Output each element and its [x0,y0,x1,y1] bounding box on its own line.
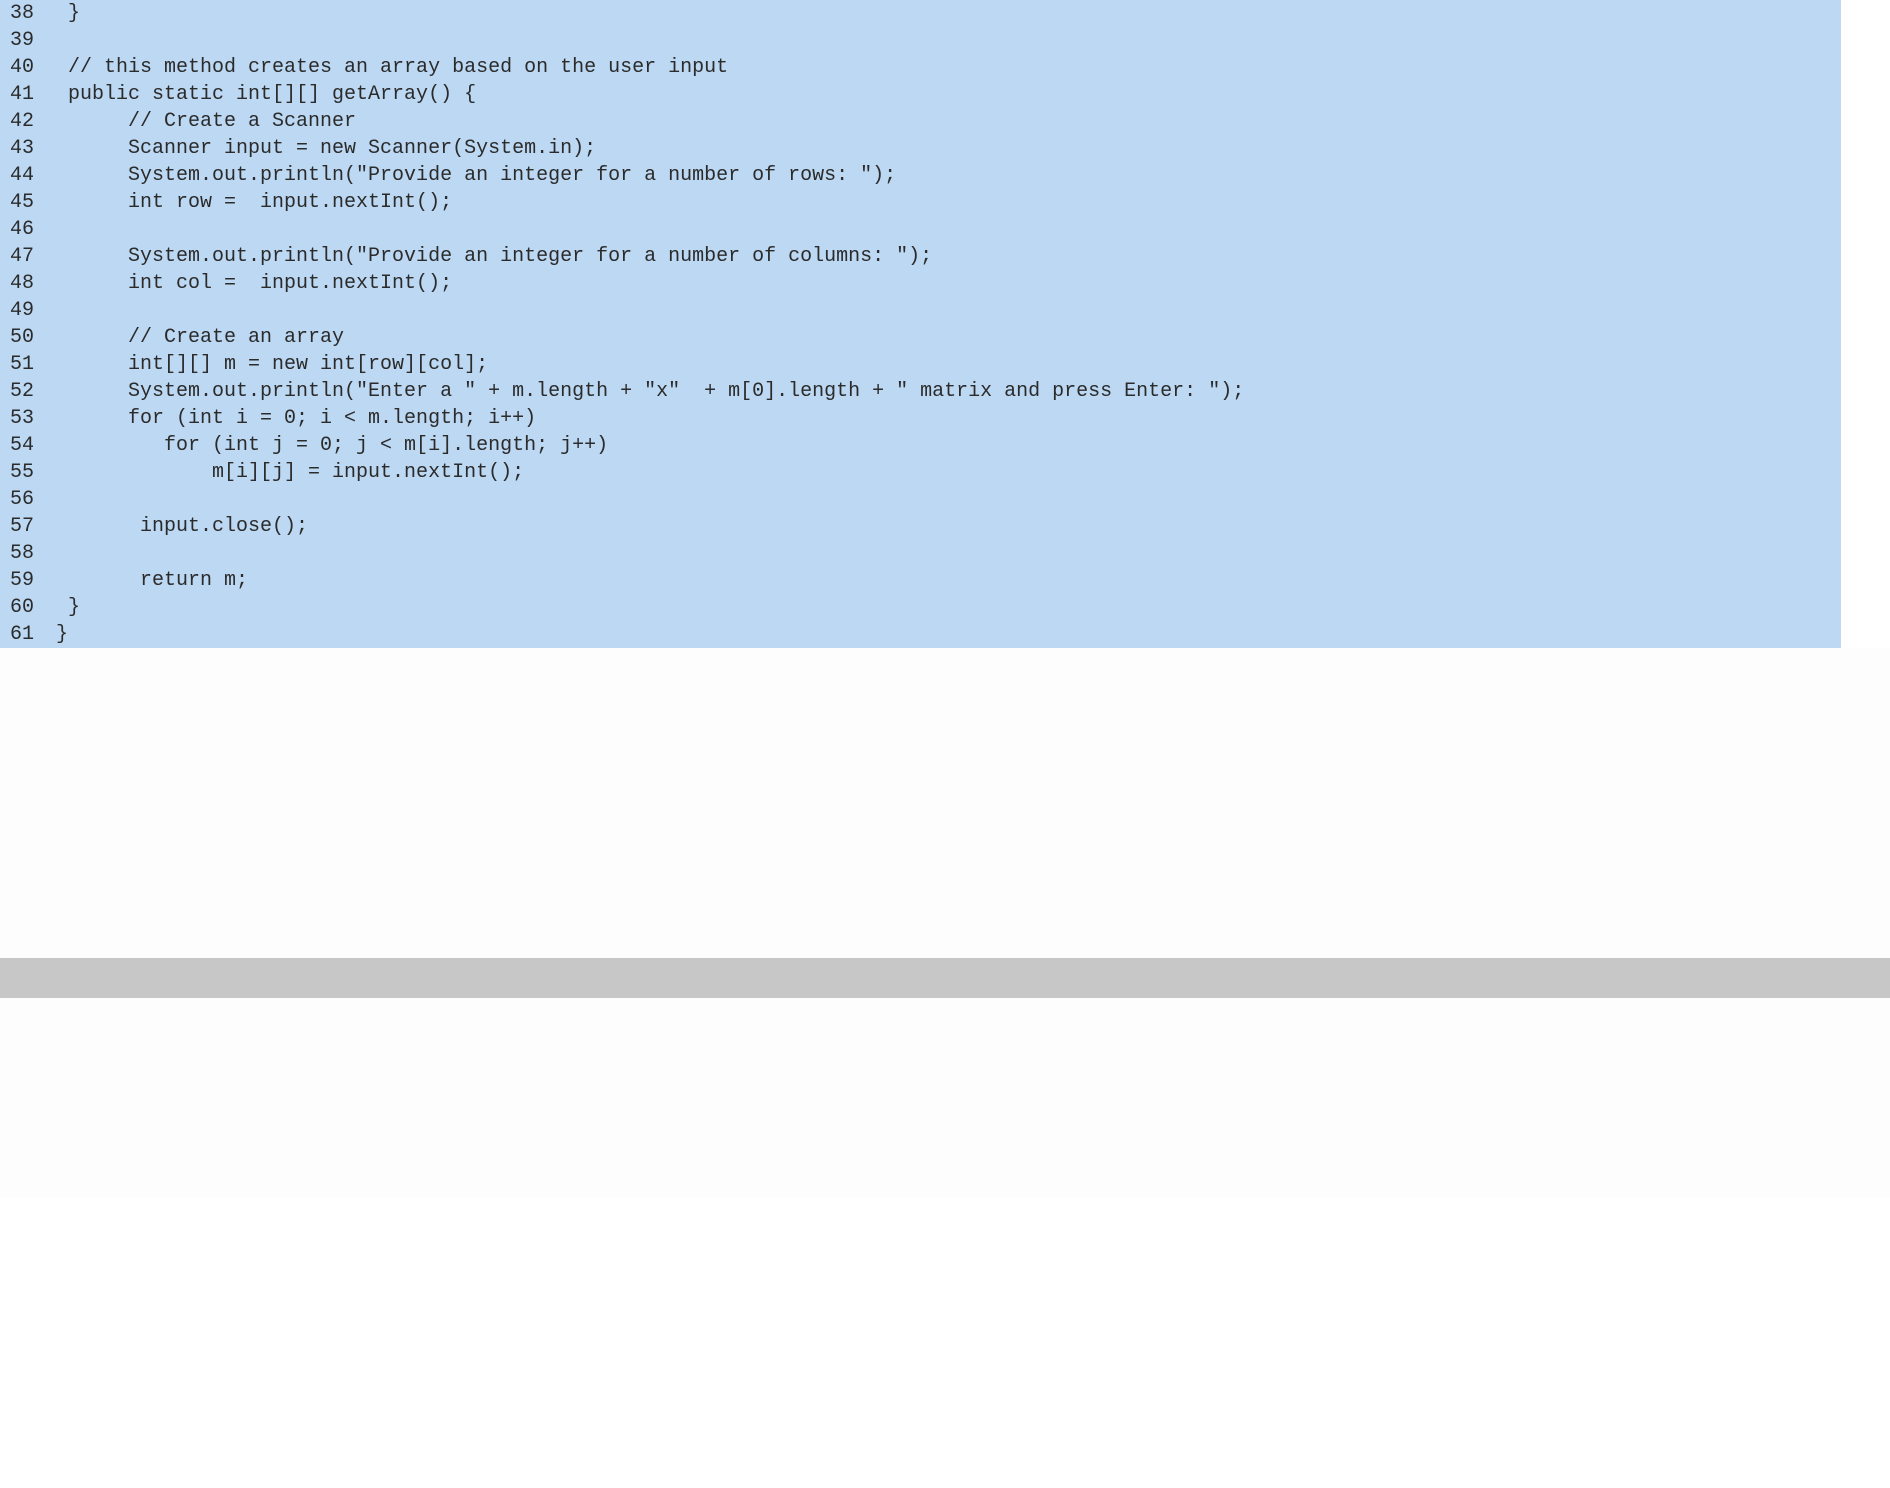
line-number: 40 [0,54,40,81]
code-line[interactable]: 60 } [0,594,1841,621]
code-text[interactable]: System.out.println("Provide an integer f… [40,162,1841,189]
code-line[interactable]: 55 m[i][j] = input.nextInt(); [0,459,1841,486]
code-line[interactable]: 56 [0,486,1841,513]
code-text[interactable]: System.out.println("Enter a " + m.length… [40,378,1841,405]
code-line[interactable]: 49 [0,297,1841,324]
code-line[interactable]: 40 // this method creates an array based… [0,54,1841,81]
line-number: 48 [0,270,40,297]
code-line[interactable]: 50 // Create an array [0,324,1841,351]
code-line[interactable]: 47 System.out.println("Provide an intege… [0,243,1841,270]
code-line[interactable]: 48 int col = input.nextInt(); [0,270,1841,297]
code-text[interactable]: for (int i = 0; i < m.length; i++) [40,405,1841,432]
line-number: 44 [0,162,40,189]
code-line[interactable]: 61 } [0,621,1841,648]
code-line[interactable]: 52 System.out.println("Enter a " + m.len… [0,378,1841,405]
code-text[interactable] [40,297,1841,324]
code-line[interactable]: 57 input.close(); [0,513,1841,540]
code-text[interactable]: Scanner input = new Scanner(System.in); [40,135,1841,162]
line-number: 53 [0,405,40,432]
code-text[interactable] [40,216,1841,243]
line-number: 58 [0,540,40,567]
line-number: 57 [0,513,40,540]
code-line[interactable]: 58 [0,540,1841,567]
code-line[interactable]: 38 } [0,0,1841,27]
code-line[interactable]: 43 Scanner input = new Scanner(System.in… [0,135,1841,162]
code-text[interactable]: // this method creates an array based on… [40,54,1841,81]
line-number: 42 [0,108,40,135]
bottom-gap [0,998,1890,1198]
code-line[interactable]: 54 for (int j = 0; j < m[i].length; j++) [0,432,1841,459]
line-number: 43 [0,135,40,162]
line-number: 39 [0,27,40,54]
line-number: 38 [0,0,40,27]
line-number: 52 [0,378,40,405]
line-number: 55 [0,459,40,486]
code-text[interactable]: m[i][j] = input.nextInt(); [40,459,1841,486]
code-line[interactable]: 41 public static int[][] getArray() { [0,81,1841,108]
code-text[interactable]: int col = input.nextInt(); [40,270,1841,297]
code-line[interactable]: 51 int[][] m = new int[row][col]; [0,351,1841,378]
code-line[interactable]: 45 int row = input.nextInt(); [0,189,1841,216]
code-text[interactable]: } [40,594,1841,621]
line-number: 50 [0,324,40,351]
empty-region [0,648,1890,958]
line-number: 46 [0,216,40,243]
code-text[interactable] [40,486,1841,513]
code-text[interactable]: public static int[][] getArray() { [40,81,1841,108]
line-number: 61 [0,621,40,648]
code-line[interactable]: 39 [0,27,1841,54]
line-number: 60 [0,594,40,621]
code-text[interactable]: } [40,621,1841,648]
code-text[interactable]: for (int j = 0; j < m[i].length; j++) [40,432,1841,459]
line-number: 56 [0,486,40,513]
code-line[interactable]: 59 return m; [0,567,1841,594]
code-text[interactable]: return m; [40,567,1841,594]
line-number: 59 [0,567,40,594]
line-number: 51 [0,351,40,378]
code-text[interactable]: int row = input.nextInt(); [40,189,1841,216]
code-text[interactable]: // Create an array [40,324,1841,351]
code-line[interactable]: 42 // Create a Scanner [0,108,1841,135]
code-text[interactable]: System.out.println("Provide an integer f… [40,243,1841,270]
code-text[interactable]: } [40,0,1841,27]
code-text[interactable]: int[][] m = new int[row][col]; [40,351,1841,378]
code-editor[interactable]: 38 }3940 // this method creates an array… [0,0,1841,648]
bottom-bar [0,958,1890,998]
code-text[interactable] [40,27,1841,54]
line-number: 54 [0,432,40,459]
code-line[interactable]: 53 for (int i = 0; i < m.length; i++) [0,405,1841,432]
code-text[interactable] [40,540,1841,567]
line-number: 45 [0,189,40,216]
code-line[interactable]: 46 [0,216,1841,243]
code-line[interactable]: 44 System.out.println("Provide an intege… [0,162,1841,189]
code-text[interactable]: input.close(); [40,513,1841,540]
code-text[interactable]: // Create a Scanner [40,108,1841,135]
line-number: 47 [0,243,40,270]
line-number: 49 [0,297,40,324]
line-number: 41 [0,81,40,108]
